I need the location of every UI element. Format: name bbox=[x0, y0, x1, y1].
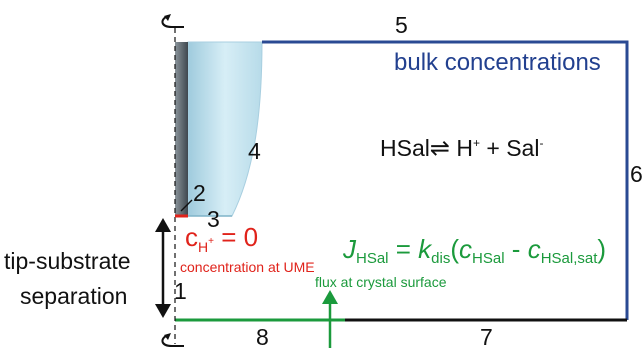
ume-sub: H bbox=[198, 239, 209, 255]
rotation-axis-icon-bottom bbox=[161, 333, 184, 347]
flux-J: J bbox=[343, 234, 356, 264]
flux-c1: c bbox=[459, 234, 473, 264]
boundary-1-label: 1 bbox=[174, 278, 187, 304]
flux-c1-sub: HSal bbox=[472, 250, 505, 267]
ume-c: c bbox=[185, 222, 198, 252]
boundary-3-label: 3 bbox=[207, 206, 220, 232]
equilibrium-reaction: HSal⇌ H+ + Sal- bbox=[380, 136, 543, 160]
flux-J-sub: HSal bbox=[356, 250, 389, 267]
flux-c2-sub: HSal,sat bbox=[540, 250, 598, 267]
eq-sal-charge: - bbox=[539, 136, 544, 150]
double-arrow-icon bbox=[155, 218, 171, 318]
boundary-6-label: 6 bbox=[630, 161, 643, 187]
eq-sal: Sal bbox=[506, 135, 540, 161]
boundary-2-pointer bbox=[180, 199, 193, 212]
flux-c2: c bbox=[527, 234, 541, 264]
flux-open: ( bbox=[450, 234, 460, 264]
separation-label: separation bbox=[20, 283, 128, 309]
boundary-2-label: 2 bbox=[193, 180, 206, 206]
boundary-7-label: 7 bbox=[480, 324, 493, 350]
flux-k-sub: dis bbox=[431, 250, 451, 267]
tip-glass-sheath bbox=[187, 41, 263, 217]
tip-substrate-label: tip-substrate bbox=[4, 248, 131, 274]
flux-close: ) bbox=[597, 234, 607, 264]
ume-rhs: = 0 bbox=[221, 222, 259, 252]
boundary-8-label: 8 bbox=[256, 324, 269, 350]
flux-k: k bbox=[418, 234, 432, 264]
flux-equation: JHSal = kdis(cHSal - cHSal,sat) bbox=[343, 234, 607, 266]
eq-plus: + bbox=[486, 135, 500, 161]
bulk-boundary bbox=[262, 40, 629, 320]
rotation-axis-icon bbox=[161, 14, 184, 28]
flux-at-crystal-label: flux at crystal surface bbox=[315, 274, 447, 290]
flux-equals: = bbox=[395, 234, 411, 264]
eq-h-charge: + bbox=[472, 136, 480, 150]
eq-left: HSal bbox=[380, 135, 430, 161]
boundary-4-label: 4 bbox=[248, 138, 261, 164]
tip-metal-wire bbox=[175, 42, 188, 216]
flux-minus: - bbox=[511, 234, 521, 264]
flux-arrow-icon bbox=[322, 290, 338, 348]
bulk-concentrations-label: bulk concentrations bbox=[394, 49, 601, 76]
ume-sub-charge: + bbox=[208, 236, 214, 247]
eq-arrow: ⇌ bbox=[429, 134, 450, 162]
boundary-5-label: 5 bbox=[395, 12, 408, 38]
eq-h: H bbox=[456, 135, 473, 161]
ume-condition: cH+ = 0 bbox=[185, 222, 259, 254]
concentration-at-ume-label: concentration at UME bbox=[180, 259, 315, 275]
